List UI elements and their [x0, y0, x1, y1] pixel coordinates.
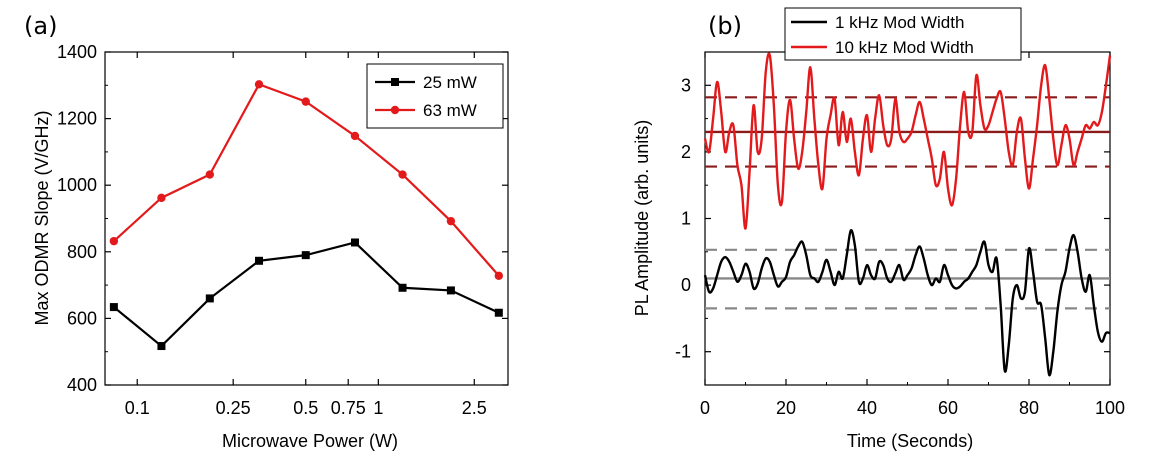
data-point: [446, 286, 455, 295]
chart-b-series: [703, 52, 1112, 377]
legend-marker: [390, 105, 400, 115]
y-tick-label: 2: [681, 142, 691, 162]
series-line-0: [703, 229, 1111, 377]
data-point: [494, 308, 503, 317]
data-point: [109, 236, 119, 246]
chart-b-legend: 1 kHz Mod Width 10 kHz Mod Width: [784, 7, 1022, 61]
x-tick-label: 100: [1095, 398, 1125, 418]
data-point: [398, 170, 407, 179]
x-tick-label: 0.25: [216, 398, 251, 418]
data-point: [205, 170, 215, 179]
y-tick-label: 1: [681, 209, 691, 229]
data-point: [205, 294, 214, 303]
x-tick-label: 2.5: [462, 398, 487, 418]
x-tick-label: 80: [1019, 398, 1039, 418]
chart-a-series: [109, 80, 504, 351]
chart-a-xlabel: Microwave Power (W): [222, 431, 398, 451]
data-point: [446, 216, 456, 226]
chart-b: -1 0 1 2 3 0 20 40 60 80 100: [675, 51, 1125, 418]
chart-a-legend: 25 mW 63 mW: [366, 63, 504, 129]
data-point: [301, 97, 310, 106]
panel-b-label: (b): [708, 12, 742, 40]
data-point: [350, 131, 360, 141]
chart-b-ylabel: PL Amplitude (arb. units): [632, 120, 652, 316]
x-tick-label: 0.75: [331, 398, 366, 418]
y-tick-label: 1000: [57, 175, 97, 195]
data-point: [350, 238, 359, 247]
legend-label: 25 mW: [423, 73, 477, 92]
legend-label: 1 kHz Mod Width: [835, 13, 964, 32]
data-point: [157, 193, 166, 203]
data-point: [157, 342, 166, 351]
legend-box: [784, 7, 1022, 61]
y-tick-label: 1400: [57, 42, 97, 62]
y-tick-label: 0: [681, 275, 691, 295]
y-tick-label: -1: [675, 342, 691, 362]
legend-box: [366, 63, 504, 129]
data-point: [255, 256, 264, 265]
y-tick-label: 600: [67, 308, 97, 328]
x-tick-label: 40: [857, 398, 877, 418]
x-tick-label: 60: [938, 398, 958, 418]
x-tick-label: 20: [776, 398, 796, 418]
y-tick-label: 800: [67, 242, 97, 262]
y-tick-label: 3: [681, 75, 691, 95]
data-point: [301, 251, 310, 260]
chart-b-xlabel: Time (Seconds): [847, 431, 973, 451]
data-point: [398, 283, 407, 292]
legend-label: 63 mW: [423, 101, 477, 120]
series-line-1: [703, 52, 1112, 230]
chart-a-ylabel: Max ODMR Slope (V/GHz): [32, 110, 52, 325]
x-tick-label: 1: [373, 398, 383, 418]
data-point: [109, 303, 118, 312]
y-tick-label: 400: [67, 375, 97, 395]
x-tick-label: 0.5: [293, 398, 318, 418]
x-tick-label: 0: [700, 398, 710, 418]
legend-label: 10 kHz Mod Width: [835, 38, 974, 57]
data-point: [494, 271, 504, 280]
data-point: [254, 80, 264, 89]
panel-a-label: (a): [24, 12, 57, 40]
legend-marker: [391, 78, 399, 86]
y-tick-label: 1200: [57, 109, 97, 129]
x-tick-label: 0.1: [125, 398, 150, 418]
chart-a: 400 600 800 1000 1200 1400 0.1 0.25 0.5 0.75 1 2.5: [57, 42, 509, 418]
